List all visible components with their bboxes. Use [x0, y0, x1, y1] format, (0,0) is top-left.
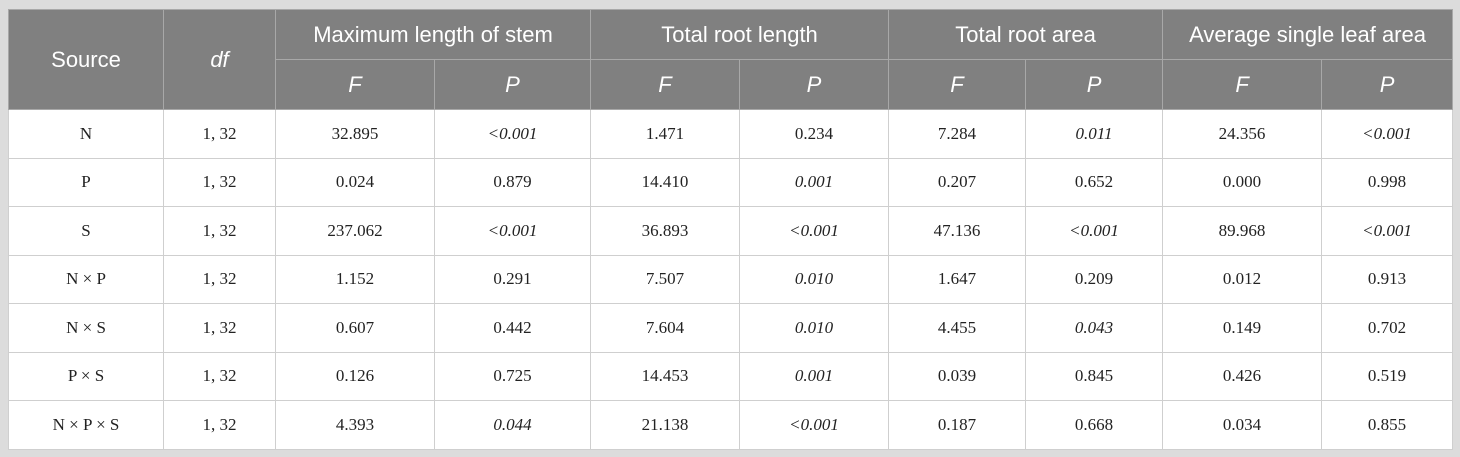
- p-cell: 0.010: [739, 303, 890, 353]
- group-header: Total root area: [888, 9, 1164, 60]
- p-cell: 0.855: [1321, 400, 1454, 450]
- f-cell: 4.393: [275, 400, 435, 450]
- p-cell: 0.209: [1025, 254, 1164, 304]
- df-header: df: [163, 9, 276, 110]
- df-cell: 1, 32: [163, 303, 276, 353]
- data-row: N × S 1, 32 0.607 0.442 7.604 0.010 4.455 0.043…: [8, 303, 1454, 353]
- p-cell: 0.998: [1321, 157, 1454, 207]
- subheader: P: [433, 59, 592, 110]
- subheader: F: [275, 59, 435, 110]
- f-cell: 36.893: [590, 206, 741, 256]
- p-cell: 0.001: [739, 351, 890, 401]
- group-header: Maximum length of stem: [274, 9, 592, 60]
- f-cell: 1.152: [275, 254, 435, 304]
- source-cell: P × S: [8, 351, 164, 401]
- f-cell: 0.149: [1162, 303, 1323, 353]
- f-cell: 0.000: [1162, 157, 1323, 207]
- f-cell: 1.471: [590, 109, 741, 159]
- f-cell: 32.895: [275, 109, 435, 159]
- f-cell: 47.136: [888, 206, 1027, 256]
- subheader: F: [888, 59, 1027, 110]
- df-cell: 1, 32: [163, 206, 276, 256]
- f-cell: 14.453: [590, 351, 741, 401]
- f-cell: 237.062: [275, 206, 435, 256]
- data-row: P × S 1, 32 0.126 0.725 14.453 0.001 0.039 0.84…: [8, 351, 1454, 401]
- f-cell: 0.207: [888, 157, 1027, 207]
- p-cell: <0.001: [739, 206, 890, 256]
- header-row: Source df Maximum length of stem Total root…: [8, 9, 1454, 110]
- table-container: Source df Maximum length of stem Total root…: [8, 9, 1454, 450]
- data-row: N 1, 32 32.895 <0.001 1.471 0.234 7.284 0.011 24…: [8, 109, 1454, 159]
- subheader: P: [1025, 59, 1164, 110]
- data-row: N × P 1, 32 1.152 0.291 7.507 0.010 1.647 0.209…: [8, 254, 1454, 304]
- f-cell: 7.604: [590, 303, 741, 353]
- subheader: F: [590, 59, 741, 110]
- subheader: P: [1321, 59, 1454, 110]
- df-cell: 1, 32: [163, 400, 276, 450]
- subheader: F: [1162, 59, 1323, 110]
- source-cell: N × P: [8, 254, 164, 304]
- data-row: P 1, 32 0.024 0.879 14.410 0.001 0.207 0.652 0.0…: [8, 157, 1454, 207]
- f-cell: 0.187: [888, 400, 1027, 450]
- p-cell: 0.845: [1025, 351, 1164, 401]
- subheader: P: [739, 59, 890, 110]
- f-cell: 4.455: [888, 303, 1027, 353]
- source-header: Source: [8, 9, 164, 110]
- p-cell: <0.001: [1025, 206, 1164, 256]
- p-cell: 0.913: [1321, 254, 1454, 304]
- source-cell: N × P × S: [8, 400, 164, 450]
- f-cell: 24.356: [1162, 109, 1323, 159]
- df-cell: 1, 32: [163, 157, 276, 207]
- p-cell: 0.702: [1321, 303, 1454, 353]
- p-cell: 0.001: [739, 157, 890, 207]
- df-cell: 1, 32: [163, 351, 276, 401]
- f-cell: 7.507: [590, 254, 741, 304]
- data-row: N × P × S 1, 32 4.393 0.044 21.138 <0.001 0.18…: [8, 400, 1454, 450]
- source-cell: N × S: [8, 303, 164, 353]
- anova-table: Source df Maximum length of stem Total root…: [8, 9, 1454, 450]
- p-cell: 0.291: [433, 254, 592, 304]
- data-row: S 1, 32 237.062 <0.001 36.893 <0.001 47.136 <0.…: [8, 206, 1454, 256]
- source-cell: S: [8, 206, 164, 256]
- f-cell: 14.410: [590, 157, 741, 207]
- p-cell: 0.668: [1025, 400, 1164, 450]
- df-cell: 1, 32: [163, 109, 276, 159]
- p-cell: 0.879: [433, 157, 592, 207]
- df-cell: 1, 32: [163, 254, 276, 304]
- p-cell: 0.442: [433, 303, 592, 353]
- source-cell: P: [8, 157, 164, 207]
- f-cell: 0.024: [275, 157, 435, 207]
- p-cell: 0.044: [433, 400, 592, 450]
- p-cell: 0.010: [739, 254, 890, 304]
- f-cell: 1.647: [888, 254, 1027, 304]
- group-header: Average single leaf area: [1162, 9, 1454, 60]
- f-cell: 0.426: [1162, 351, 1323, 401]
- f-cell: 0.012: [1162, 254, 1323, 304]
- f-cell: 21.138: [590, 400, 741, 450]
- p-cell: <0.001: [433, 109, 592, 159]
- p-cell: 0.519: [1321, 351, 1454, 401]
- group-header: Total root length: [590, 9, 890, 60]
- p-cell: 0.725: [433, 351, 592, 401]
- f-cell: 89.968: [1162, 206, 1323, 256]
- f-cell: 0.607: [275, 303, 435, 353]
- f-cell: 7.284: [888, 109, 1027, 159]
- p-cell: 0.234: [739, 109, 890, 159]
- p-cell: 0.652: [1025, 157, 1164, 207]
- f-cell: 0.039: [888, 351, 1027, 401]
- f-cell: 0.034: [1162, 400, 1323, 450]
- p-cell: <0.001: [433, 206, 592, 256]
- p-cell: <0.001: [739, 400, 890, 450]
- p-cell: <0.001: [1321, 206, 1454, 256]
- p-cell: 0.011: [1025, 109, 1164, 159]
- p-cell: <0.001: [1321, 109, 1454, 159]
- source-cell: N: [8, 109, 164, 159]
- f-cell: 0.126: [275, 351, 435, 401]
- p-cell: 0.043: [1025, 303, 1164, 353]
